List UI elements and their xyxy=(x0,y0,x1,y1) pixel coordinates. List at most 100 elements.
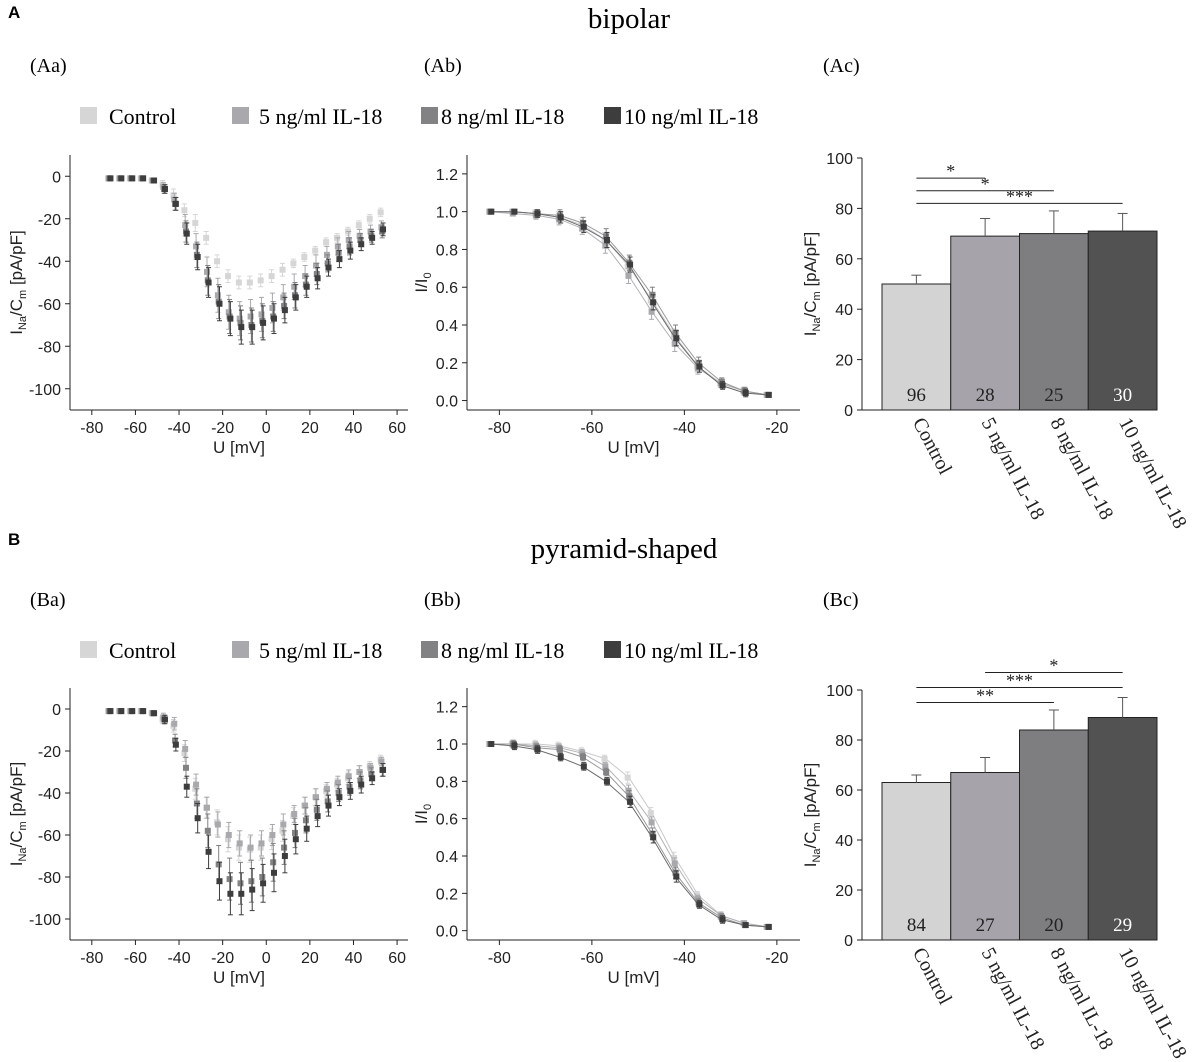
data-point xyxy=(203,234,210,241)
series-3 xyxy=(488,741,772,930)
data-point xyxy=(269,305,276,311)
axis-label-text: /C xyxy=(801,831,820,848)
y-tick-label: 1.0 xyxy=(436,737,458,754)
data-point xyxy=(347,787,354,794)
data-point xyxy=(580,220,587,226)
data-point xyxy=(672,329,679,336)
data-point xyxy=(302,817,309,824)
significance-label: *** xyxy=(1006,186,1033,206)
data-point xyxy=(161,716,168,723)
axis-label-text: I/I xyxy=(412,278,431,292)
data-point xyxy=(280,821,287,828)
y-tick-label: 0 xyxy=(844,933,853,950)
data-point xyxy=(182,745,189,752)
y-tick-label: -80 xyxy=(38,339,61,356)
data-point xyxy=(151,177,158,184)
series-1 xyxy=(105,175,385,337)
bar xyxy=(1087,717,1158,941)
x-tick-label: 20 xyxy=(301,420,319,437)
data-point xyxy=(602,242,609,249)
x-tick-label: 40 xyxy=(345,950,363,967)
x-tick-label: -60 xyxy=(580,420,603,437)
data-point xyxy=(214,292,221,299)
bar-n-label: 96 xyxy=(907,385,926,406)
series-3 xyxy=(107,708,387,916)
data-point xyxy=(627,261,634,268)
data-point xyxy=(719,382,726,389)
data-point xyxy=(193,243,200,250)
x-tick-label: 60 xyxy=(388,420,406,437)
y-axis-label: INa/Cm [pA/pF] xyxy=(801,232,823,337)
data-point xyxy=(313,262,320,269)
data-point xyxy=(488,208,495,215)
y-tick-label: 60 xyxy=(835,783,853,800)
significance-label: *** xyxy=(1006,671,1033,691)
data-point xyxy=(312,247,319,254)
data-point xyxy=(214,258,221,265)
data-point xyxy=(171,196,178,203)
data-point xyxy=(648,819,655,826)
data-point xyxy=(183,230,190,237)
data-point xyxy=(580,223,587,230)
category-label: 10 ng/ml IL-18 xyxy=(1114,944,1191,1062)
series-2 xyxy=(106,175,386,343)
x-tick-label: -20 xyxy=(211,950,234,967)
data-point xyxy=(172,737,179,744)
data-point xyxy=(246,279,253,286)
data-point xyxy=(696,363,703,370)
category-label: 5 ng/ml IL-18 xyxy=(977,944,1049,1053)
y-tick-label: 0.6 xyxy=(436,812,458,829)
data-point xyxy=(511,742,518,749)
series-0 xyxy=(105,175,384,290)
significance-label: * xyxy=(1049,656,1058,676)
legend-a-swatch-10ng xyxy=(604,107,621,124)
data-point xyxy=(557,754,564,761)
data-point xyxy=(281,302,288,309)
panel-a-title: bipolar xyxy=(588,3,670,35)
legend-a-label-10ng: 10 ng/ml IL-18 xyxy=(624,104,758,129)
subpanel-label-ba: (Ba) xyxy=(30,589,66,611)
category-label: 8 ng/ml IL-18 xyxy=(1045,414,1117,523)
data-point xyxy=(673,335,680,342)
chart-Bb: 0.0 0.2 0.4 0.6 0.8 1.0 1.2 -80 -60 -40 -20 U [mV] I… xyxy=(412,688,800,987)
series-2 xyxy=(487,739,772,930)
series-line xyxy=(490,211,768,396)
x-tick-label: 40 xyxy=(345,420,363,437)
y-tick-label: 20 xyxy=(835,353,853,370)
x-tick-label: -40 xyxy=(673,950,696,967)
data-point xyxy=(237,319,244,326)
data-point xyxy=(118,708,125,715)
legend-b: Control 5 ng/ml IL-18 8 ng/ml IL-18 10 n… xyxy=(80,638,758,663)
data-point xyxy=(161,186,168,192)
axis-label-text: I xyxy=(7,330,26,335)
data-point xyxy=(238,324,245,331)
data-point xyxy=(292,829,299,836)
axis-label-subscript: m xyxy=(17,821,29,830)
data-point xyxy=(380,226,387,233)
data-point xyxy=(227,890,234,897)
data-point xyxy=(369,234,376,241)
x-tick-label: -20 xyxy=(211,420,234,437)
y-tick-label: 0.6 xyxy=(436,280,458,297)
y-tick-label: 100 xyxy=(826,151,853,168)
data-point xyxy=(378,758,385,765)
data-point xyxy=(673,873,680,880)
data-point xyxy=(695,359,702,366)
y-tick-label: -20 xyxy=(38,744,61,761)
data-point xyxy=(225,309,232,316)
data-point xyxy=(302,802,309,809)
data-point xyxy=(107,175,114,182)
data-point xyxy=(226,876,233,883)
data-point xyxy=(140,708,147,715)
x-tick-label: 0 xyxy=(262,420,271,437)
series-3 xyxy=(488,208,772,398)
data-point xyxy=(281,844,288,851)
data-point xyxy=(314,275,321,282)
data-point xyxy=(172,200,179,207)
data-point xyxy=(334,779,341,786)
data-point xyxy=(366,215,373,222)
data-point xyxy=(346,783,353,790)
data-point xyxy=(324,798,331,805)
data-point xyxy=(325,264,332,271)
